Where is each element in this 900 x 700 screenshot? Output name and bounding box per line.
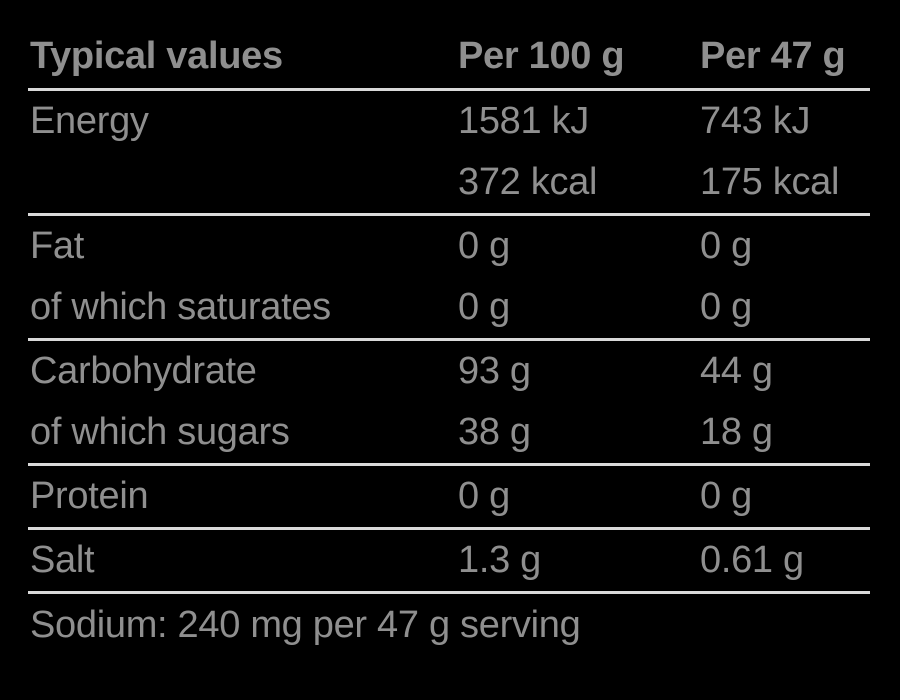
row-divider [28,338,870,341]
row-per-100g-value: 0 g [458,225,510,267]
row-per-47g-value: 18 g [700,411,773,453]
table-header-row: Typical values Per 100 g Per 47 g [28,0,870,88]
table-row: of which saturates 0 g 0 g [28,277,870,338]
row-per-47g-value: 175 kcal [700,161,840,203]
table-row: Fat 0 g 0 g [28,216,870,277]
row-divider [28,527,870,530]
row-per-100g-value: 1.3 g [458,539,542,581]
row-per-47g-value: 0 g [700,475,752,517]
row-per-47g-value: 0 g [700,225,752,267]
row-per-100g-value: 93 g [458,350,531,392]
row-per-100g-value: 0 g [458,475,510,517]
table-row: Protein 0 g 0 g [28,466,870,527]
table-row: 372 kcal 175 kcal [28,152,870,213]
row-per-47g-value: 743 kJ [700,100,811,142]
row-per-100g-value: 0 g [458,286,510,328]
row-per-47g-value: 0 g [700,286,752,328]
row-divider [28,213,870,216]
row-label: Protein [30,475,149,517]
table-row: Carbohydrate 93 g 44 g [28,341,870,402]
row-label: Fat [30,225,85,267]
row-per-100g-value: 1581 kJ [458,100,589,142]
row-label: Energy [30,100,149,142]
row-per-100g-value: 38 g [458,411,531,453]
row-label: of which saturates [30,286,331,328]
row-per-47g-value: 44 g [700,350,773,392]
row-divider [28,591,870,594]
header-divider [28,88,870,91]
sodium-note: Sodium: 240 mg per 47 g serving [30,604,581,646]
header-per-47g: Per 47 g [700,35,846,77]
table-row: of which sugars 38 g 18 g [28,402,870,463]
row-per-100g-value: 372 kcal [458,161,598,203]
nutrition-table: Typical values Per 100 g Per 47 g Energy… [28,0,870,657]
table-body: Energy 1581 kJ 743 kJ 372 kcal 175 kcal … [28,91,870,594]
footnote-row: Sodium: 240 mg per 47 g serving [28,594,870,657]
row-label: Salt [30,539,95,581]
row-divider [28,463,870,466]
row-per-47g-value: 0.61 g [700,539,804,581]
table-row: Salt 1.3 g 0.61 g [28,530,870,591]
row-label: of which sugars [30,411,290,453]
header-typical-values: Typical values [30,35,283,77]
row-label: Carbohydrate [30,350,257,392]
table-row: Energy 1581 kJ 743 kJ [28,91,870,152]
header-per-100g: Per 100 g [458,35,625,77]
